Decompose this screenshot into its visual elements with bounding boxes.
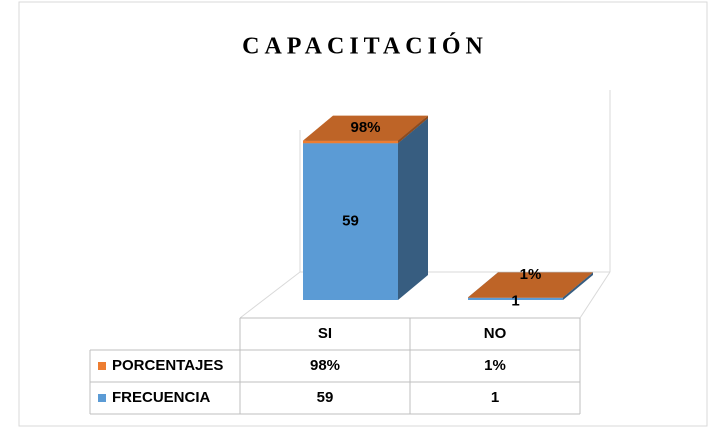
bar-top xyxy=(303,115,428,141)
data-label: 1% xyxy=(520,266,542,283)
bar-side xyxy=(563,272,593,300)
bar-side xyxy=(398,118,428,300)
data-label: 59 xyxy=(342,213,359,230)
table-cell: 59 xyxy=(317,389,334,406)
legend-swatch xyxy=(98,394,106,402)
bar-top xyxy=(468,272,593,298)
data-label: 1 xyxy=(511,292,519,309)
bar-front xyxy=(468,297,563,298)
legend-swatch xyxy=(98,362,106,370)
bar-side xyxy=(398,115,428,144)
bar-front xyxy=(468,297,563,300)
chart-title: CAPACITACIÓN xyxy=(242,33,488,60)
bar-side xyxy=(563,272,593,298)
x-tick-label: SI xyxy=(318,325,332,342)
table-cell: 98% xyxy=(310,357,340,374)
legend-label: FRECUENCIA xyxy=(112,389,211,406)
legend-label: PORCENTAJES xyxy=(112,357,223,374)
bar-front xyxy=(303,140,398,144)
table-cell: 1% xyxy=(484,357,506,374)
table-cell: 1 xyxy=(491,389,499,406)
bar-front xyxy=(303,143,398,300)
data-label: 98% xyxy=(350,119,380,136)
x-tick-label: NO xyxy=(484,325,507,342)
